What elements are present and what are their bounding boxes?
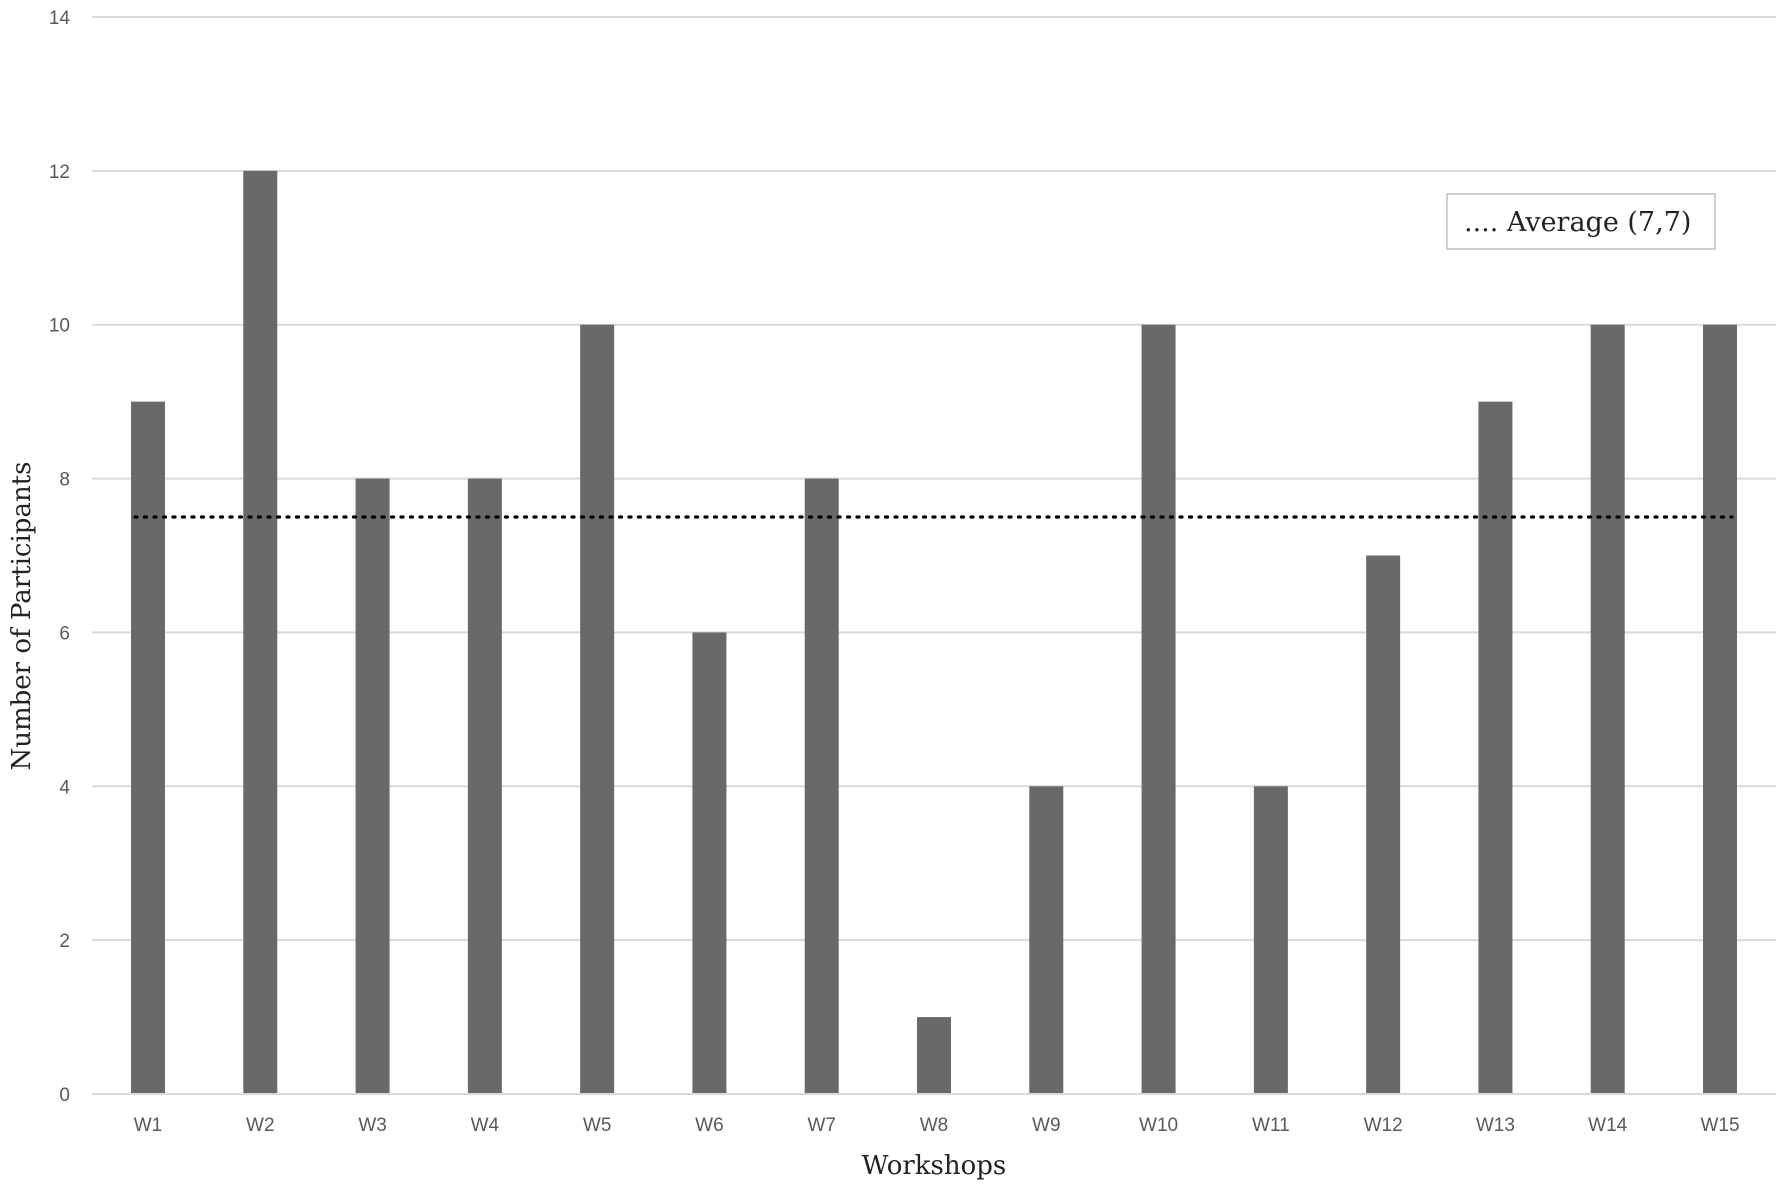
bar xyxy=(692,632,727,1094)
x-tick-label: W5 xyxy=(583,1115,612,1136)
bars xyxy=(131,170,1737,1095)
x-tick-label: W15 xyxy=(1700,1115,1739,1136)
x-tick-label: W9 xyxy=(1032,1115,1061,1136)
bar xyxy=(467,478,502,1095)
x-tick-label: W13 xyxy=(1476,1115,1515,1136)
y-tick-label: 8 xyxy=(59,470,70,491)
bar xyxy=(580,324,615,1094)
y-tick-label: 10 xyxy=(49,316,70,337)
x-tick-label: W11 xyxy=(1252,1115,1290,1136)
x-axis-ticks: W1 W2 W3 W4 W5 W6 W7 W8 W9 W10 W11 W12 W13 W14 W15 xyxy=(134,1115,1740,1136)
y-axis-ticks: 0 2 4 6 8 10 12 14 xyxy=(49,8,71,1106)
x-tick-label: W7 xyxy=(807,1115,836,1136)
bar xyxy=(1029,786,1064,1094)
bar xyxy=(917,1017,951,1094)
y-tick-label: 14 xyxy=(49,8,71,29)
x-tick-label: W3 xyxy=(358,1115,387,1136)
legend: .... Average (7,7) xyxy=(1446,193,1716,250)
y-tick-label: 4 xyxy=(59,777,70,798)
x-tick-label: W4 xyxy=(471,1115,500,1136)
bar xyxy=(355,478,390,1095)
x-tick-label: W12 xyxy=(1364,1115,1403,1136)
bar xyxy=(804,478,839,1095)
x-tick-label: W8 xyxy=(920,1115,949,1136)
x-tick-label: W2 xyxy=(246,1115,275,1136)
y-tick-label: 6 xyxy=(59,623,70,644)
bar xyxy=(1366,555,1401,1094)
bar xyxy=(1141,324,1176,1094)
x-tick-label: W1 xyxy=(134,1115,163,1136)
y-tick-label: 12 xyxy=(49,162,70,183)
legend-average-label: .... Average (7,7) xyxy=(1464,207,1691,238)
bar xyxy=(243,170,278,1094)
x-tick-label: W6 xyxy=(695,1115,724,1136)
bar xyxy=(1253,786,1288,1094)
bar xyxy=(1478,401,1513,1095)
gridlines xyxy=(92,16,1776,942)
bar xyxy=(1590,324,1625,1094)
y-tick-label: 0 xyxy=(59,1085,70,1106)
bar xyxy=(131,401,165,1095)
x-axis-title: Workshops xyxy=(862,1151,1007,1181)
y-tick-label: 2 xyxy=(59,931,70,952)
y-axis-title: Number of Participants xyxy=(7,462,37,771)
x-tick-label: W10 xyxy=(1139,1115,1178,1136)
legend-box xyxy=(1446,193,1716,250)
x-tick-label: W14 xyxy=(1588,1115,1628,1136)
bar xyxy=(1703,324,1737,1094)
